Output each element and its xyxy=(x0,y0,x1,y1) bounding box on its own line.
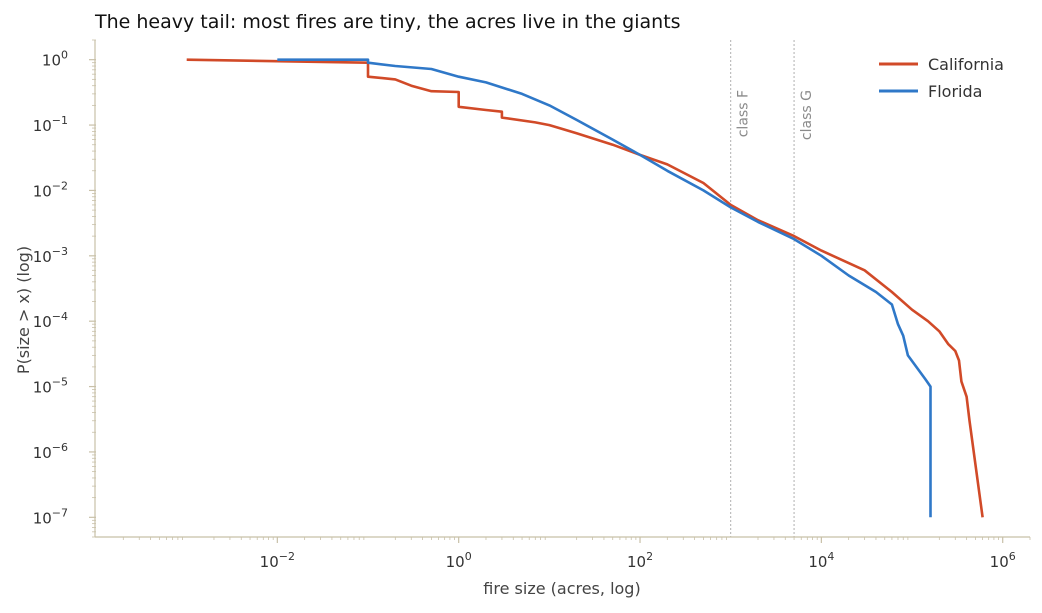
y-tick-label-0: 100 xyxy=(42,49,68,70)
y-tick-label-4: 10−4 xyxy=(33,310,68,331)
chart-title: The heavy tail: most fires are tiny, the… xyxy=(94,11,681,33)
x-tick-label-4: 106 xyxy=(990,550,1016,571)
y-tick-label-1: 10−1 xyxy=(33,114,68,135)
series-line-california xyxy=(186,58,984,518)
legend: California Florida xyxy=(879,55,1004,101)
x-axis-label: fire size (acres, log) xyxy=(483,579,640,598)
annotation-label-2: class G xyxy=(799,90,815,140)
y-tick-label-5: 10−5 xyxy=(33,376,68,397)
y-axis-label: P(size > x) (log) xyxy=(14,246,33,374)
legend-label-florida: Florida xyxy=(928,82,982,101)
y-tick-label-3: 10−3 xyxy=(33,245,68,266)
series-line-florida xyxy=(277,58,932,518)
annotation-label-1: class F xyxy=(736,90,752,137)
x-tick-label-3: 104 xyxy=(808,550,834,571)
legend-label-california: California xyxy=(928,55,1004,74)
x-tick-label-0: 10−2 xyxy=(260,550,295,571)
y-tick-label-6: 10−6 xyxy=(33,441,68,462)
y-tick-label-7: 10−7 xyxy=(33,506,68,527)
y-tick-label-2: 10−2 xyxy=(33,179,68,200)
x-tick-label-2: 102 xyxy=(627,550,653,571)
x-tick-label-1: 100 xyxy=(446,550,472,571)
